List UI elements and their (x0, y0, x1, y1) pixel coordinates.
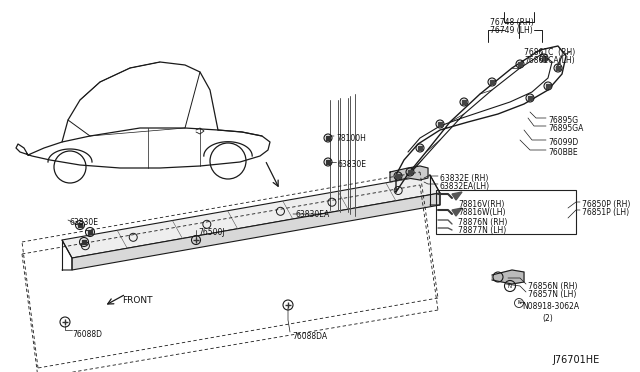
Text: 76861C  (RH): 76861C (RH) (524, 48, 575, 57)
Text: 76088D: 76088D (72, 330, 102, 339)
Text: FRONT: FRONT (122, 296, 152, 305)
Text: 63830E: 63830E (70, 218, 99, 227)
Text: 76895GA: 76895GA (548, 124, 584, 133)
Text: 76861CA(LH): 76861CA(LH) (524, 56, 575, 65)
Text: 76895G: 76895G (548, 116, 578, 125)
Text: 63830EA: 63830EA (295, 210, 329, 219)
Text: 63832EA(LH): 63832EA(LH) (440, 182, 490, 191)
Text: 76856N (RH): 76856N (RH) (528, 282, 577, 291)
Text: 63830E: 63830E (338, 160, 367, 169)
Polygon shape (62, 175, 440, 258)
Text: 78877N (LH): 78877N (LH) (458, 226, 506, 235)
Text: 760BBE: 760BBE (548, 148, 578, 157)
Text: 76749 (LH): 76749 (LH) (490, 26, 532, 35)
Polygon shape (452, 208, 462, 216)
Text: N: N (508, 283, 512, 289)
Text: 76850P (RH): 76850P (RH) (582, 200, 630, 209)
Text: 76851P (LH): 76851P (LH) (582, 208, 629, 217)
Text: 63832E (RH): 63832E (RH) (440, 174, 488, 183)
Text: 76857N (LH): 76857N (LH) (528, 290, 577, 299)
Text: 78816W(LH): 78816W(LH) (458, 208, 506, 217)
Text: (2): (2) (542, 314, 553, 323)
Polygon shape (492, 270, 524, 284)
Text: N08918-3062A: N08918-3062A (522, 302, 579, 311)
Text: 76500J: 76500J (198, 228, 225, 237)
Bar (436, 190, 576, 234)
Text: 78100H: 78100H (336, 134, 366, 143)
Text: 76099D: 76099D (548, 138, 579, 147)
Text: 76748 (RH): 76748 (RH) (490, 18, 534, 27)
Text: 76088DA: 76088DA (292, 332, 327, 341)
Text: 78876N (RH): 78876N (RH) (458, 218, 508, 227)
Polygon shape (72, 193, 440, 270)
Polygon shape (390, 166, 428, 182)
Text: 78816V(RH): 78816V(RH) (458, 200, 504, 209)
Text: N: N (517, 301, 521, 305)
Text: J76701HE: J76701HE (552, 355, 599, 365)
Polygon shape (452, 192, 462, 200)
